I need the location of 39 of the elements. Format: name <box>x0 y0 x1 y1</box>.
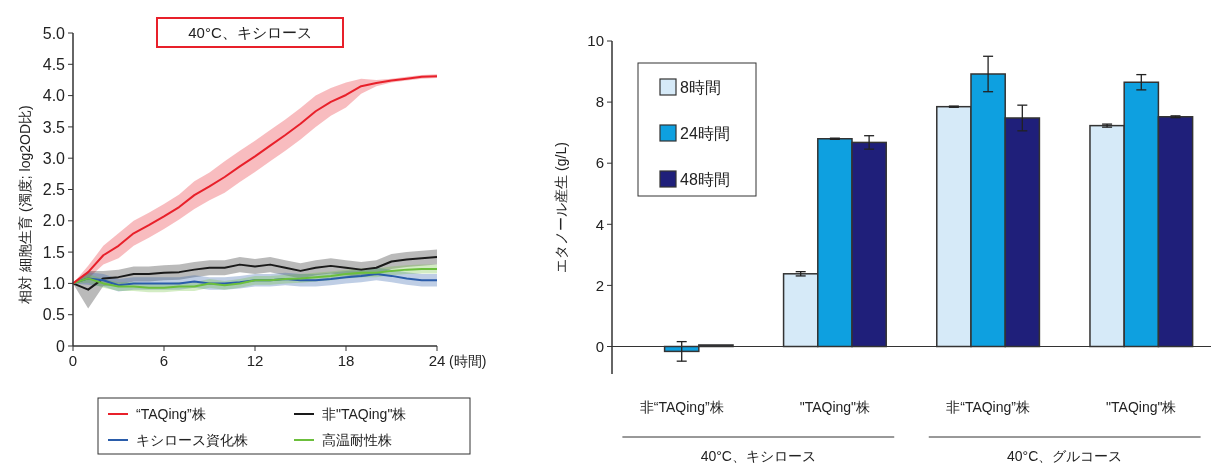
legend-label: 24時間 <box>680 124 730 142</box>
legend-label: 8時間 <box>680 78 721 96</box>
y-tick-label: 1.0 <box>42 275 66 292</box>
x-tick-label: "TAQing"株 <box>799 399 871 415</box>
y-tick-label: 1.5 <box>42 243 66 261</box>
y-tick-label: 2.5 <box>42 181 66 199</box>
y-tick-label: 5.0 <box>42 24 66 42</box>
legend-label: 非"TAQing"株 <box>322 405 407 422</box>
y-tick-label: 8 <box>595 93 604 111</box>
y-tick-label: 10 <box>587 32 604 50</box>
text: 40°C、キシロース <box>700 448 816 464</box>
x-tick-label: 18 <box>337 352 355 369</box>
text: 40°C、グルコース <box>1007 448 1123 464</box>
y-tick-label: 3.0 <box>42 149 66 167</box>
legend-label: 高温耐性株 <box>322 431 392 448</box>
y-axis-title: 相対 細胞生育 (濁度; log2OD比) <box>17 105 33 304</box>
y-tick-label: 4.5 <box>42 55 66 73</box>
legend-label: “TAQing”株 <box>136 405 206 422</box>
x-tick-label: 非“TAQing”株 <box>639 399 724 415</box>
y-tick-label: 4 <box>595 215 604 233</box>
y-tick-label: 4.0 <box>42 87 66 105</box>
chart-title: 40°C、キシロース <box>188 24 312 41</box>
x-tick-label: 非“TAQing”株 <box>946 399 1030 415</box>
legend-label: 48時間 <box>680 170 730 188</box>
x-tick-label: 0 <box>68 352 78 369</box>
y-tick-label: 0.5 <box>42 306 66 324</box>
y-tick-label: 0 <box>56 337 66 355</box>
y-tick-label: 2 <box>595 276 604 294</box>
y-tick-label: 3.5 <box>42 118 66 136</box>
y-tick-label: 6 <box>595 154 604 172</box>
x-tick-label: "TAQing"株 <box>1106 399 1177 415</box>
y-axis-title: エタノール産生 (g/L) <box>553 142 569 273</box>
x-tick-label: 12 <box>246 352 264 369</box>
x-tick-label: 6 <box>159 352 169 369</box>
y-tick-label: 2.0 <box>42 212 66 230</box>
y-tick-label: 0 <box>595 337 604 355</box>
legend-label: キシロース資化株 <box>136 431 248 448</box>
x-tick-label: 24 <box>428 352 446 369</box>
x-axis-title: (時間) <box>449 353 487 369</box>
